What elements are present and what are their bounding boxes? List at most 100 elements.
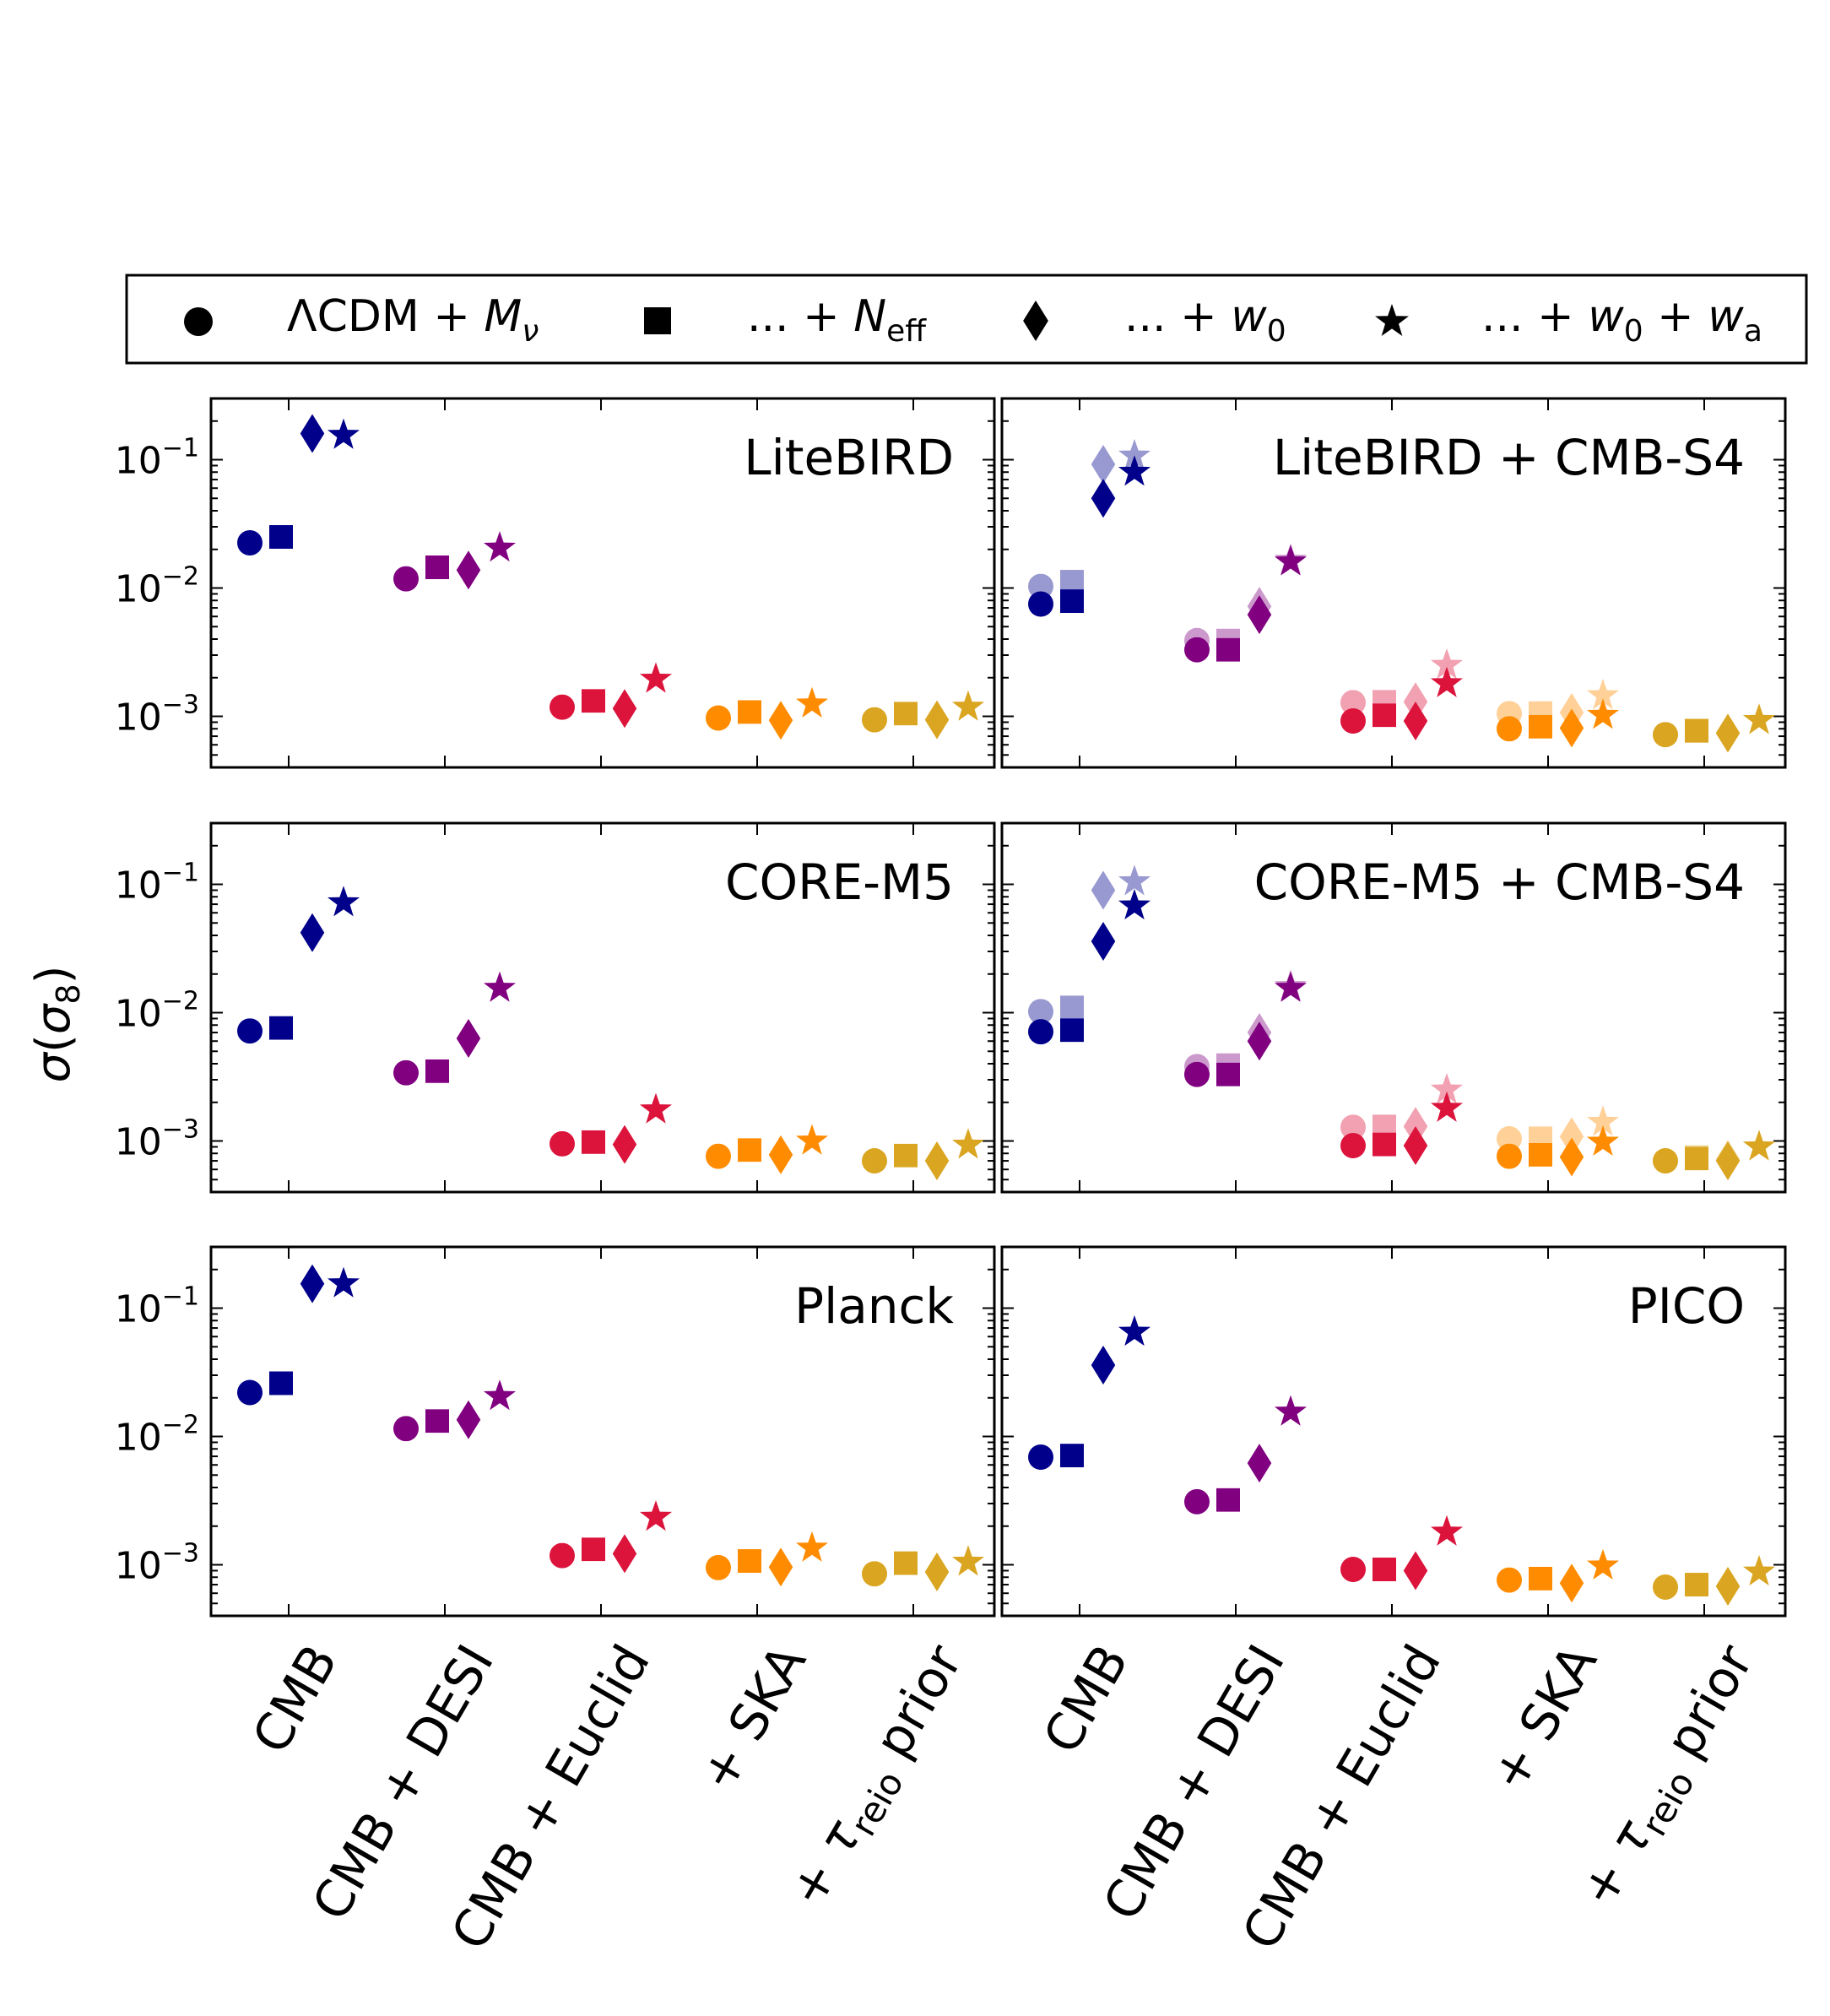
- star-marker-reio-prior: [951, 1545, 985, 1576]
- square-marker-cmb-euclid: [582, 689, 605, 713]
- svg-text:... + w0 + wa: ... + w0 + wa: [1481, 291, 1762, 349]
- diamond-marker-cmb: [1091, 921, 1116, 961]
- diamond-marker-reio-prior: [1715, 713, 1741, 753]
- star-marker-cmb-desi: [1274, 1395, 1308, 1426]
- star-marker-cmb: [327, 1266, 360, 1298]
- diamond-marker-cmb-euclid: [612, 689, 637, 729]
- star-marker-reio-prior: [1742, 703, 1776, 734]
- panel-title: LiteBIRD: [744, 429, 954, 486]
- y-tick-label: 10−3: [115, 1115, 199, 1164]
- square-marker-cmb-euclid: [1372, 703, 1396, 728]
- square-marker-ska: [1529, 1566, 1552, 1591]
- panel-frame: [209, 1245, 996, 1618]
- y-tick-label: 10−1: [115, 1282, 199, 1331]
- circle-marker-cmb-euclid: [550, 694, 575, 720]
- panel-title: CORE-M5: [725, 854, 954, 911]
- square-marker-ska: [738, 700, 761, 724]
- y-tick-label: 10−2: [115, 1411, 199, 1460]
- panel-frame: [1000, 397, 1787, 769]
- circle-marker-cmb: [237, 529, 263, 555]
- star-marker-reio-prior: [951, 1128, 985, 1159]
- diamond-marker-cmb-desi: [456, 1019, 481, 1059]
- circle-marker-cmb-euclid: [550, 1130, 575, 1157]
- square-marker-cmb: [1060, 589, 1084, 614]
- panel-title: Planck: [794, 1277, 954, 1335]
- diamond-marker-ska: [768, 701, 793, 740]
- square-marker-cmb-desi: [1216, 1488, 1240, 1512]
- square-marker-cmb: [269, 1371, 293, 1395]
- star-marker-cmb: [1118, 888, 1151, 920]
- panel-title: PICO: [1628, 1277, 1745, 1335]
- star-marker-cmb-desi: [483, 531, 517, 562]
- x-category-label: + SKA: [688, 1635, 818, 1802]
- star-marker-cmb-desi: [483, 971, 517, 1002]
- panel-litebird-cmb-s4: LiteBIRD + CMB-S4: [1000, 397, 1787, 769]
- circle-marker-cmb: [237, 1018, 263, 1044]
- diamond-marker-reio-prior: [924, 1552, 950, 1591]
- star-marker-cmb: [327, 886, 360, 917]
- circle-marker-reio-prior: [1653, 722, 1678, 748]
- square-marker-cmb-desi: [1216, 1062, 1240, 1087]
- star-marker-cmb-euclid: [1430, 1091, 1464, 1122]
- diamond-marker-ska: [768, 1135, 793, 1174]
- legend-entry-neff: ... + Neff: [644, 291, 927, 349]
- circle-marker-cmb: [1028, 1444, 1053, 1471]
- square-marker-reio-prior: [894, 1551, 918, 1575]
- star-marker-cmb-euclid: [1430, 1515, 1464, 1546]
- circle-marker-cmb-desi: [393, 1416, 419, 1442]
- square-marker-cmb: [269, 1016, 293, 1040]
- diamond-marker-cmb-desi: [456, 550, 481, 590]
- diamond-marker-ska: [1559, 1137, 1584, 1177]
- star-marker-cmb-desi: [1274, 545, 1308, 576]
- star-marker-cmb-desi: [1274, 971, 1308, 1002]
- faded-diamond-marker-cmb: [1091, 445, 1116, 485]
- circle-marker-cmb: [1028, 1019, 1053, 1045]
- panel-frame: [209, 397, 996, 769]
- panel-planck: 10−1 10−2 10−3 Planck: [115, 1245, 996, 1618]
- diamond-marker-ska: [768, 1547, 793, 1587]
- circle-marker-ska: [1497, 716, 1522, 742]
- square-marker-cmb: [1060, 1018, 1084, 1043]
- star-marker-reio-prior: [951, 690, 985, 721]
- faded-diamond-marker-cmb: [1091, 870, 1116, 910]
- square-marker-cmb: [269, 525, 293, 550]
- diamond-marker-cmb-desi: [456, 1400, 481, 1439]
- star-marker-ska: [1586, 698, 1620, 729]
- star-marker-cmb-euclid: [639, 1500, 673, 1531]
- square-marker-cmb-euclid: [582, 1537, 605, 1562]
- circle-marker-cmb-desi: [1184, 1061, 1210, 1087]
- legend: ΛCDM + Mν ... + Neff ... + w0 ... + w0 +…: [125, 274, 1808, 365]
- panels: 10−1 10−2 10−3 LiteBIRD LiteBIRD + CMB-S4 10−…: [115, 397, 1787, 1618]
- square-marker-ska: [1529, 1142, 1552, 1167]
- diamond-marker-cmb: [300, 1264, 325, 1303]
- circle-marker-reio-prior: [1653, 1574, 1678, 1600]
- y-tick-label: 10−3: [115, 691, 199, 740]
- panel-litebird: 10−1 10−2 10−3 LiteBIRD: [115, 397, 996, 769]
- circle-marker-ska: [706, 1554, 731, 1580]
- circle-marker-ska: [1497, 1567, 1522, 1593]
- panel-core-m5-cmb-s4: CORE-M5 + CMB-S4: [1000, 821, 1787, 1194]
- square-marker-cmb-desi: [425, 555, 449, 579]
- diamond-marker-cmb: [1091, 479, 1116, 518]
- star-marker-ska: [795, 1531, 829, 1562]
- diamond-marker-cmb-euclid: [612, 1534, 637, 1574]
- svg-text:... + Neff: ... + Neff: [747, 291, 927, 349]
- circle-marker-cmb-euclid: [1340, 1557, 1366, 1583]
- x-category-label: CMB: [1032, 1635, 1140, 1764]
- square-marker-ska: [738, 1138, 761, 1162]
- star-marker-ska: [1586, 1125, 1620, 1157]
- x-category-label: + SKA: [1479, 1635, 1609, 1802]
- diamond-marker-reio-prior: [924, 1141, 950, 1181]
- square-marker-reio-prior: [894, 702, 918, 726]
- panel-core-m5: 10−1 10−2 10−3 CORE-M5: [115, 821, 996, 1194]
- panel-title: LiteBIRD + CMB-S4: [1273, 429, 1745, 486]
- diamond-marker-cmb-euclid: [1403, 1551, 1428, 1591]
- circle-marker-cmb-desi: [1184, 637, 1210, 663]
- circle-marker-reio-prior: [862, 707, 887, 733]
- square-marker-reio-prior: [1685, 1146, 1708, 1171]
- star-marker-reio-prior: [1742, 1130, 1776, 1161]
- diamond-marker-cmb: [300, 913, 325, 952]
- square-marker-cmb-desi: [425, 1409, 449, 1433]
- star-marker-ska: [795, 686, 829, 718]
